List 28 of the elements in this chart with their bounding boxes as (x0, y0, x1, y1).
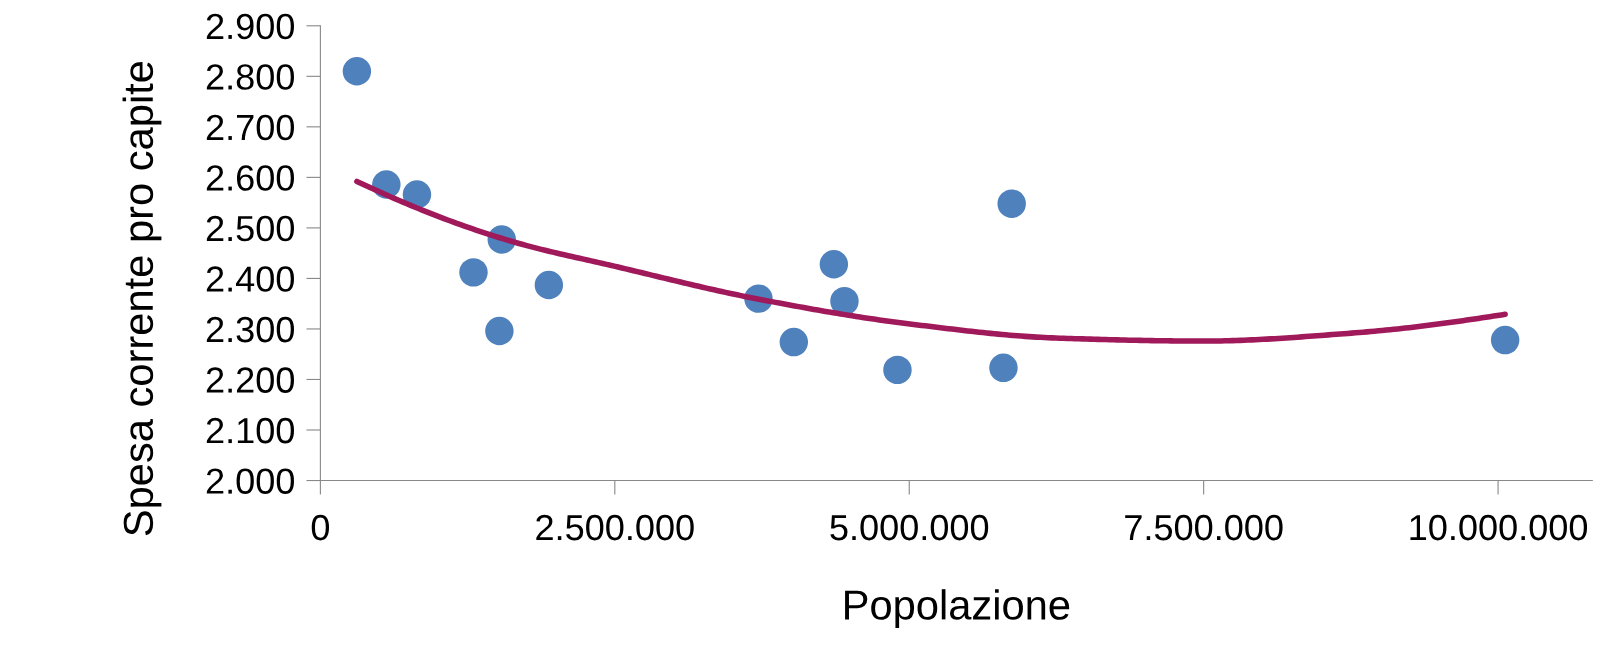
point (459, 258, 488, 287)
x-tick-label: 2.500.000 (536, 514, 694, 541)
y-tick-label: 2.100 (206, 417, 294, 444)
x-tick-label: 10.000.000 (1410, 514, 1588, 541)
y-tick-label: 2.300 (206, 316, 294, 343)
y-tick-label: 2.700 (206, 114, 294, 141)
y-tick-label: 2.900 (206, 13, 294, 40)
x-tick-label: 5.000.000 (830, 514, 989, 541)
y-tick-label: 2.200 (206, 367, 294, 393)
point (485, 316, 514, 346)
point (342, 57, 372, 86)
x-tick-label: 7.500.000 (1125, 514, 1283, 541)
point (534, 270, 564, 300)
point (883, 355, 912, 385)
x-tick-label: 0 (311, 514, 330, 541)
y-tick-label: 2.400 (206, 266, 294, 292)
point (819, 250, 849, 279)
point (779, 327, 809, 357)
point (830, 286, 859, 316)
point (1490, 325, 1520, 355)
point (997, 189, 1026, 218)
y-axis-title: Spesa corrente pro capite (122, 61, 162, 536)
y-tick-label: 2.800 (206, 64, 294, 90)
y-tick-label: 2.500 (206, 215, 294, 242)
y-tick-label: 2.600 (206, 165, 294, 191)
point (989, 353, 1018, 383)
y-tick-label: 2.000 (206, 468, 294, 494)
x-axis-title: Popolazione (845, 589, 1070, 629)
